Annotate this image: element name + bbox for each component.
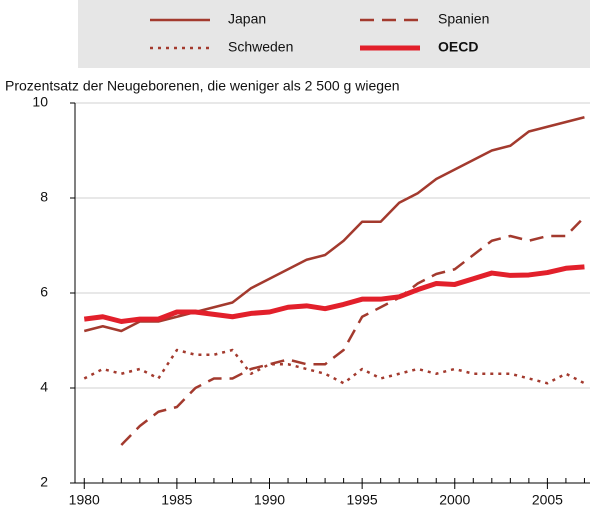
x-tick-label: 2005 [532, 492, 563, 508]
x-tick-label: 2000 [439, 492, 470, 508]
y-tick-label: 6 [40, 284, 48, 300]
x-tick-label: 1990 [254, 492, 285, 508]
x-tick-label: 1985 [161, 492, 192, 508]
legend-label: Spanien [438, 11, 489, 27]
subtitle: Prozentsatz der Neugeborenen, die wenige… [5, 78, 400, 94]
x-tick-label: 1995 [347, 492, 378, 508]
series-line [83, 348, 586, 385]
series-line [83, 116, 585, 333]
x-tick-label: 1980 [69, 492, 100, 508]
y-tick-label: 10 [32, 94, 48, 110]
legend-box [78, 0, 590, 68]
y-tick-label: 4 [40, 379, 48, 395]
y-tick-label: 8 [40, 189, 48, 205]
series-line [83, 264, 585, 324]
y-tick-label: 2 [40, 474, 48, 490]
legend-label: Japan [228, 11, 266, 27]
legend-label: OECD [438, 39, 478, 55]
series-line [120, 216, 586, 446]
legend-label: Schweden [228, 39, 293, 55]
